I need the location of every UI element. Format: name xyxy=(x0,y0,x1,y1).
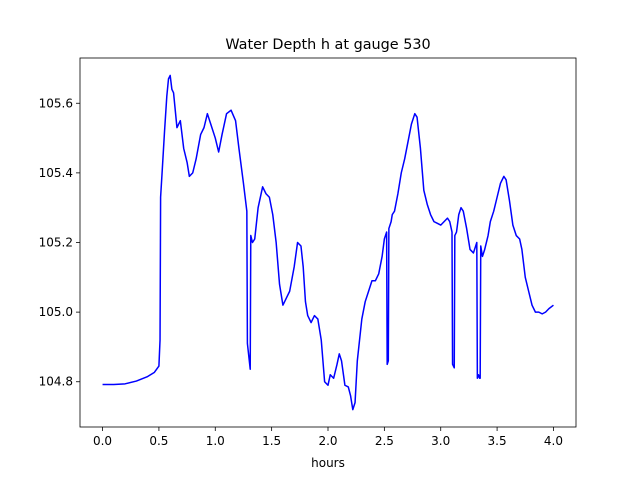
x-tick-label: 0.5 xyxy=(149,434,168,448)
y-tick-label: 105.6 xyxy=(39,96,73,110)
x-tick-label: 0.0 xyxy=(93,434,112,448)
y-tick-label: 105.0 xyxy=(39,305,73,319)
x-tick-label: 2.5 xyxy=(375,434,394,448)
y-axis-ticks: 104.8 105.0 105.2 105.4 105.6 xyxy=(39,96,80,389)
x-tick-label: 1.0 xyxy=(206,434,225,448)
x-tick-label: 3.0 xyxy=(431,434,450,448)
x-tick-label: 4.0 xyxy=(544,434,563,448)
y-tick-label: 104.8 xyxy=(39,375,73,389)
y-tick-label: 105.2 xyxy=(39,236,73,250)
x-tick-label: 3.5 xyxy=(488,434,507,448)
series-line xyxy=(102,74,554,411)
chart-title: Water Depth h at gauge 530 xyxy=(225,37,430,53)
x-axis-label: hours xyxy=(311,456,345,470)
axes-frame xyxy=(79,57,577,428)
x-axis-ticks: 0.0 0.5 1.0 1.5 2.0 2.5 3.0 3.5 4.0 xyxy=(93,427,563,448)
y-tick-label: 105.4 xyxy=(39,166,73,180)
x-tick-label: 2.0 xyxy=(318,434,337,448)
x-tick-label: 1.5 xyxy=(262,434,281,448)
